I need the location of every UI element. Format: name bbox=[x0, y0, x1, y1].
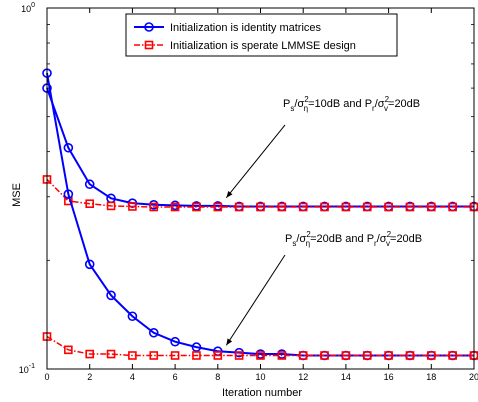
y-tick-base: 10 bbox=[21, 4, 31, 14]
x-tick-label: 12 bbox=[298, 372, 308, 382]
y-tick-exponent: -1 bbox=[29, 363, 35, 370]
x-tick-label: 16 bbox=[384, 372, 394, 382]
annotation-part: =10dB and P bbox=[308, 98, 372, 110]
legend-label-identity: Initialization is identity matrices bbox=[170, 22, 322, 34]
legend-label-lmmse: Initialization is sperate LMMSE design bbox=[170, 40, 356, 52]
x-tick-label: 2 bbox=[87, 372, 92, 382]
annotation-part: P bbox=[285, 233, 292, 245]
series-line-20dB-circle bbox=[47, 73, 474, 355]
y-axis-label: MSE bbox=[11, 183, 23, 207]
annotation-text-ann1: Ps/σ2 η=10dB and Pr/σ2 v=20dB bbox=[283, 95, 420, 113]
legend: Initialization is identity matrices Init… bbox=[126, 14, 397, 56]
annotation-arrow-line bbox=[226, 255, 285, 345]
plot-frame bbox=[47, 8, 474, 369]
x-tick-label: 14 bbox=[341, 372, 351, 382]
x-tick-label: 20 bbox=[469, 372, 478, 382]
x-tick-label: 18 bbox=[426, 372, 436, 382]
x-tick-label: 0 bbox=[44, 372, 49, 382]
annotation-text-ann2: Ps/σ2 η=20dB and Pr/σ2 v=20dB bbox=[285, 230, 422, 248]
x-axis-label: Iteration number bbox=[222, 387, 302, 399]
plot-area bbox=[43, 69, 478, 359]
x-tick-label: 8 bbox=[215, 372, 220, 382]
x-tick-label: 6 bbox=[173, 372, 178, 382]
annotations: Ps/σ2 η=10dB and Pr/σ2 v=20dB Ps/σ2 η=20dB a… bbox=[226, 95, 422, 345]
annotation-part: =20dB bbox=[388, 98, 420, 110]
x-tick-label: 10 bbox=[255, 372, 265, 382]
y-tick-exponent: 0 bbox=[31, 2, 35, 9]
annotation-part: =20dB and P bbox=[310, 233, 374, 245]
y-tick-base: 10 bbox=[19, 365, 29, 375]
annotation-part: P bbox=[283, 98, 290, 110]
annotation-arrow-head bbox=[226, 338, 232, 345]
y-tick-label: 100 bbox=[21, 2, 35, 14]
annotation-arrow-line bbox=[226, 125, 285, 198]
annotation-part: =20dB bbox=[390, 233, 422, 245]
x-tick-label: 4 bbox=[130, 372, 135, 382]
y-tick-label: 10-1 bbox=[19, 363, 35, 375]
